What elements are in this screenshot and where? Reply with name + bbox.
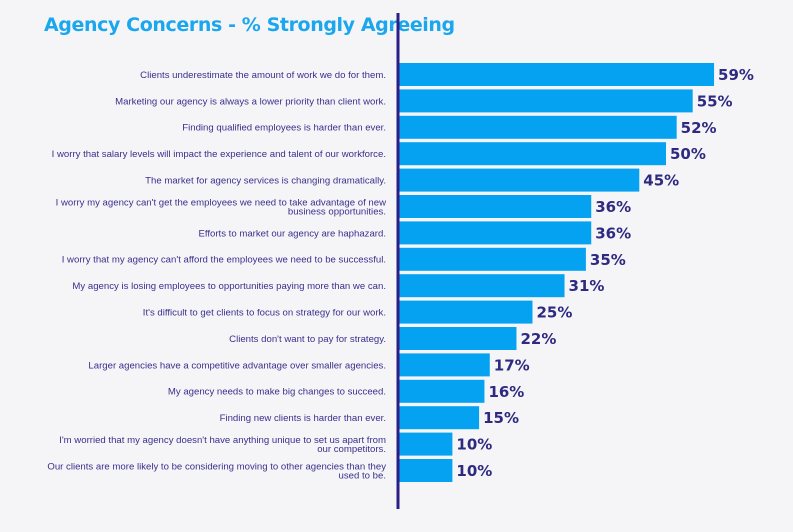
bar <box>399 115 677 139</box>
category-label: I'm worried that my agency doesn't have … <box>59 435 386 446</box>
value-label: 22% <box>520 330 556 348</box>
value-label: 31% <box>569 277 605 295</box>
value-label: 36% <box>595 198 631 216</box>
bar <box>399 406 480 430</box>
value-label: 25% <box>537 304 573 322</box>
category-label: Clients underestimate the amount of work… <box>140 70 386 81</box>
bar <box>399 142 666 166</box>
bar <box>399 459 453 482</box>
value-label: 35% <box>590 251 626 269</box>
bar <box>399 195 592 218</box>
category-label: Efforts to market our agency are haphaza… <box>198 228 386 239</box>
category-label: I worry that salary levels will impact t… <box>52 149 386 160</box>
bar <box>399 89 693 113</box>
value-label: 16% <box>488 383 524 401</box>
category-label: My agency is losing employees to opportu… <box>72 281 386 292</box>
bar <box>399 379 485 403</box>
category-label: Marketing our agency is always a lower p… <box>115 96 386 107</box>
category-label: used to be. <box>339 471 386 482</box>
value-label: 10% <box>456 436 492 454</box>
category-label: Larger agencies have a competitive advan… <box>88 360 386 371</box>
value-label: 52% <box>681 119 717 137</box>
category-label: Our clients are more likely to be consid… <box>47 461 386 472</box>
value-label: 15% <box>483 409 519 427</box>
category-label: our competitors. <box>317 444 386 455</box>
category-label: I worry that my agency can't afford the … <box>62 255 386 266</box>
value-label: 36% <box>595 224 631 242</box>
category-label: business opportunities. <box>288 207 386 218</box>
category-label: It's difficult to get clients to focus o… <box>143 308 386 319</box>
value-label: 10% <box>456 462 492 480</box>
value-label: 50% <box>670 145 706 163</box>
bar <box>399 63 715 86</box>
value-label: 17% <box>494 356 530 374</box>
bar <box>399 221 592 245</box>
category-label: Clients don't want to pay for strategy. <box>229 334 386 345</box>
category-label: The market for agency services is changi… <box>145 176 386 187</box>
value-label: 55% <box>697 92 733 110</box>
category-label: Finding new clients is harder than ever. <box>220 413 386 424</box>
value-label: 45% <box>643 172 679 190</box>
bar <box>399 247 586 271</box>
category-label: My agency needs to make big changes to s… <box>168 387 386 398</box>
chart-title: Agency Concerns - % Strongly Agreeing <box>44 14 455 36</box>
value-label: 59% <box>718 66 754 84</box>
bar <box>399 353 490 377</box>
category-label: I worry my agency can't get the employee… <box>56 197 386 208</box>
bar <box>399 168 640 192</box>
bar <box>399 300 533 324</box>
bar <box>399 327 517 350</box>
bar <box>399 274 565 298</box>
bar <box>399 432 453 456</box>
category-label: Finding qualified employees is harder th… <box>182 123 386 134</box>
